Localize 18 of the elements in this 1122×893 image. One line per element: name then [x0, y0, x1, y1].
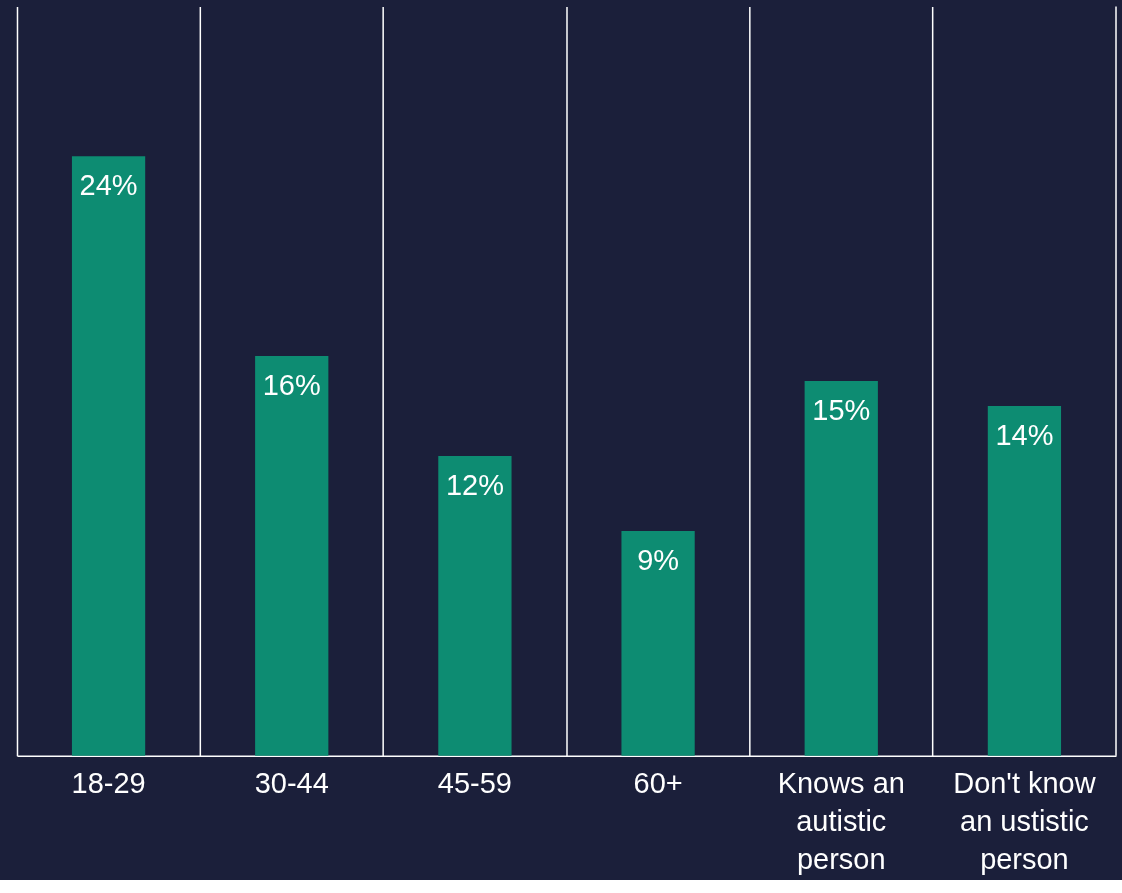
x-tick-label: 18-29 [71, 767, 146, 800]
data-label: 15% [812, 394, 871, 427]
data-label: 9% [637, 543, 680, 576]
x-tick-label: Don't know an ustistic person [953, 767, 1096, 876]
bar [804, 381, 878, 756]
x-tick-label: 60+ [633, 767, 683, 800]
x-tick-label: 30-44 [254, 767, 329, 800]
data-label: 16% [262, 369, 321, 402]
bar [438, 455, 512, 756]
bar [987, 406, 1062, 756]
x-tick-label: Knows an autistic person [777, 767, 905, 876]
bar [71, 156, 146, 756]
data-label: 14% [995, 419, 1054, 451]
data-label: 12% [445, 468, 504, 501]
x-tick-label: 45-59 [437, 767, 512, 800]
bar [621, 530, 695, 756]
data-label: 24% [79, 169, 138, 202]
bar [255, 356, 329, 756]
